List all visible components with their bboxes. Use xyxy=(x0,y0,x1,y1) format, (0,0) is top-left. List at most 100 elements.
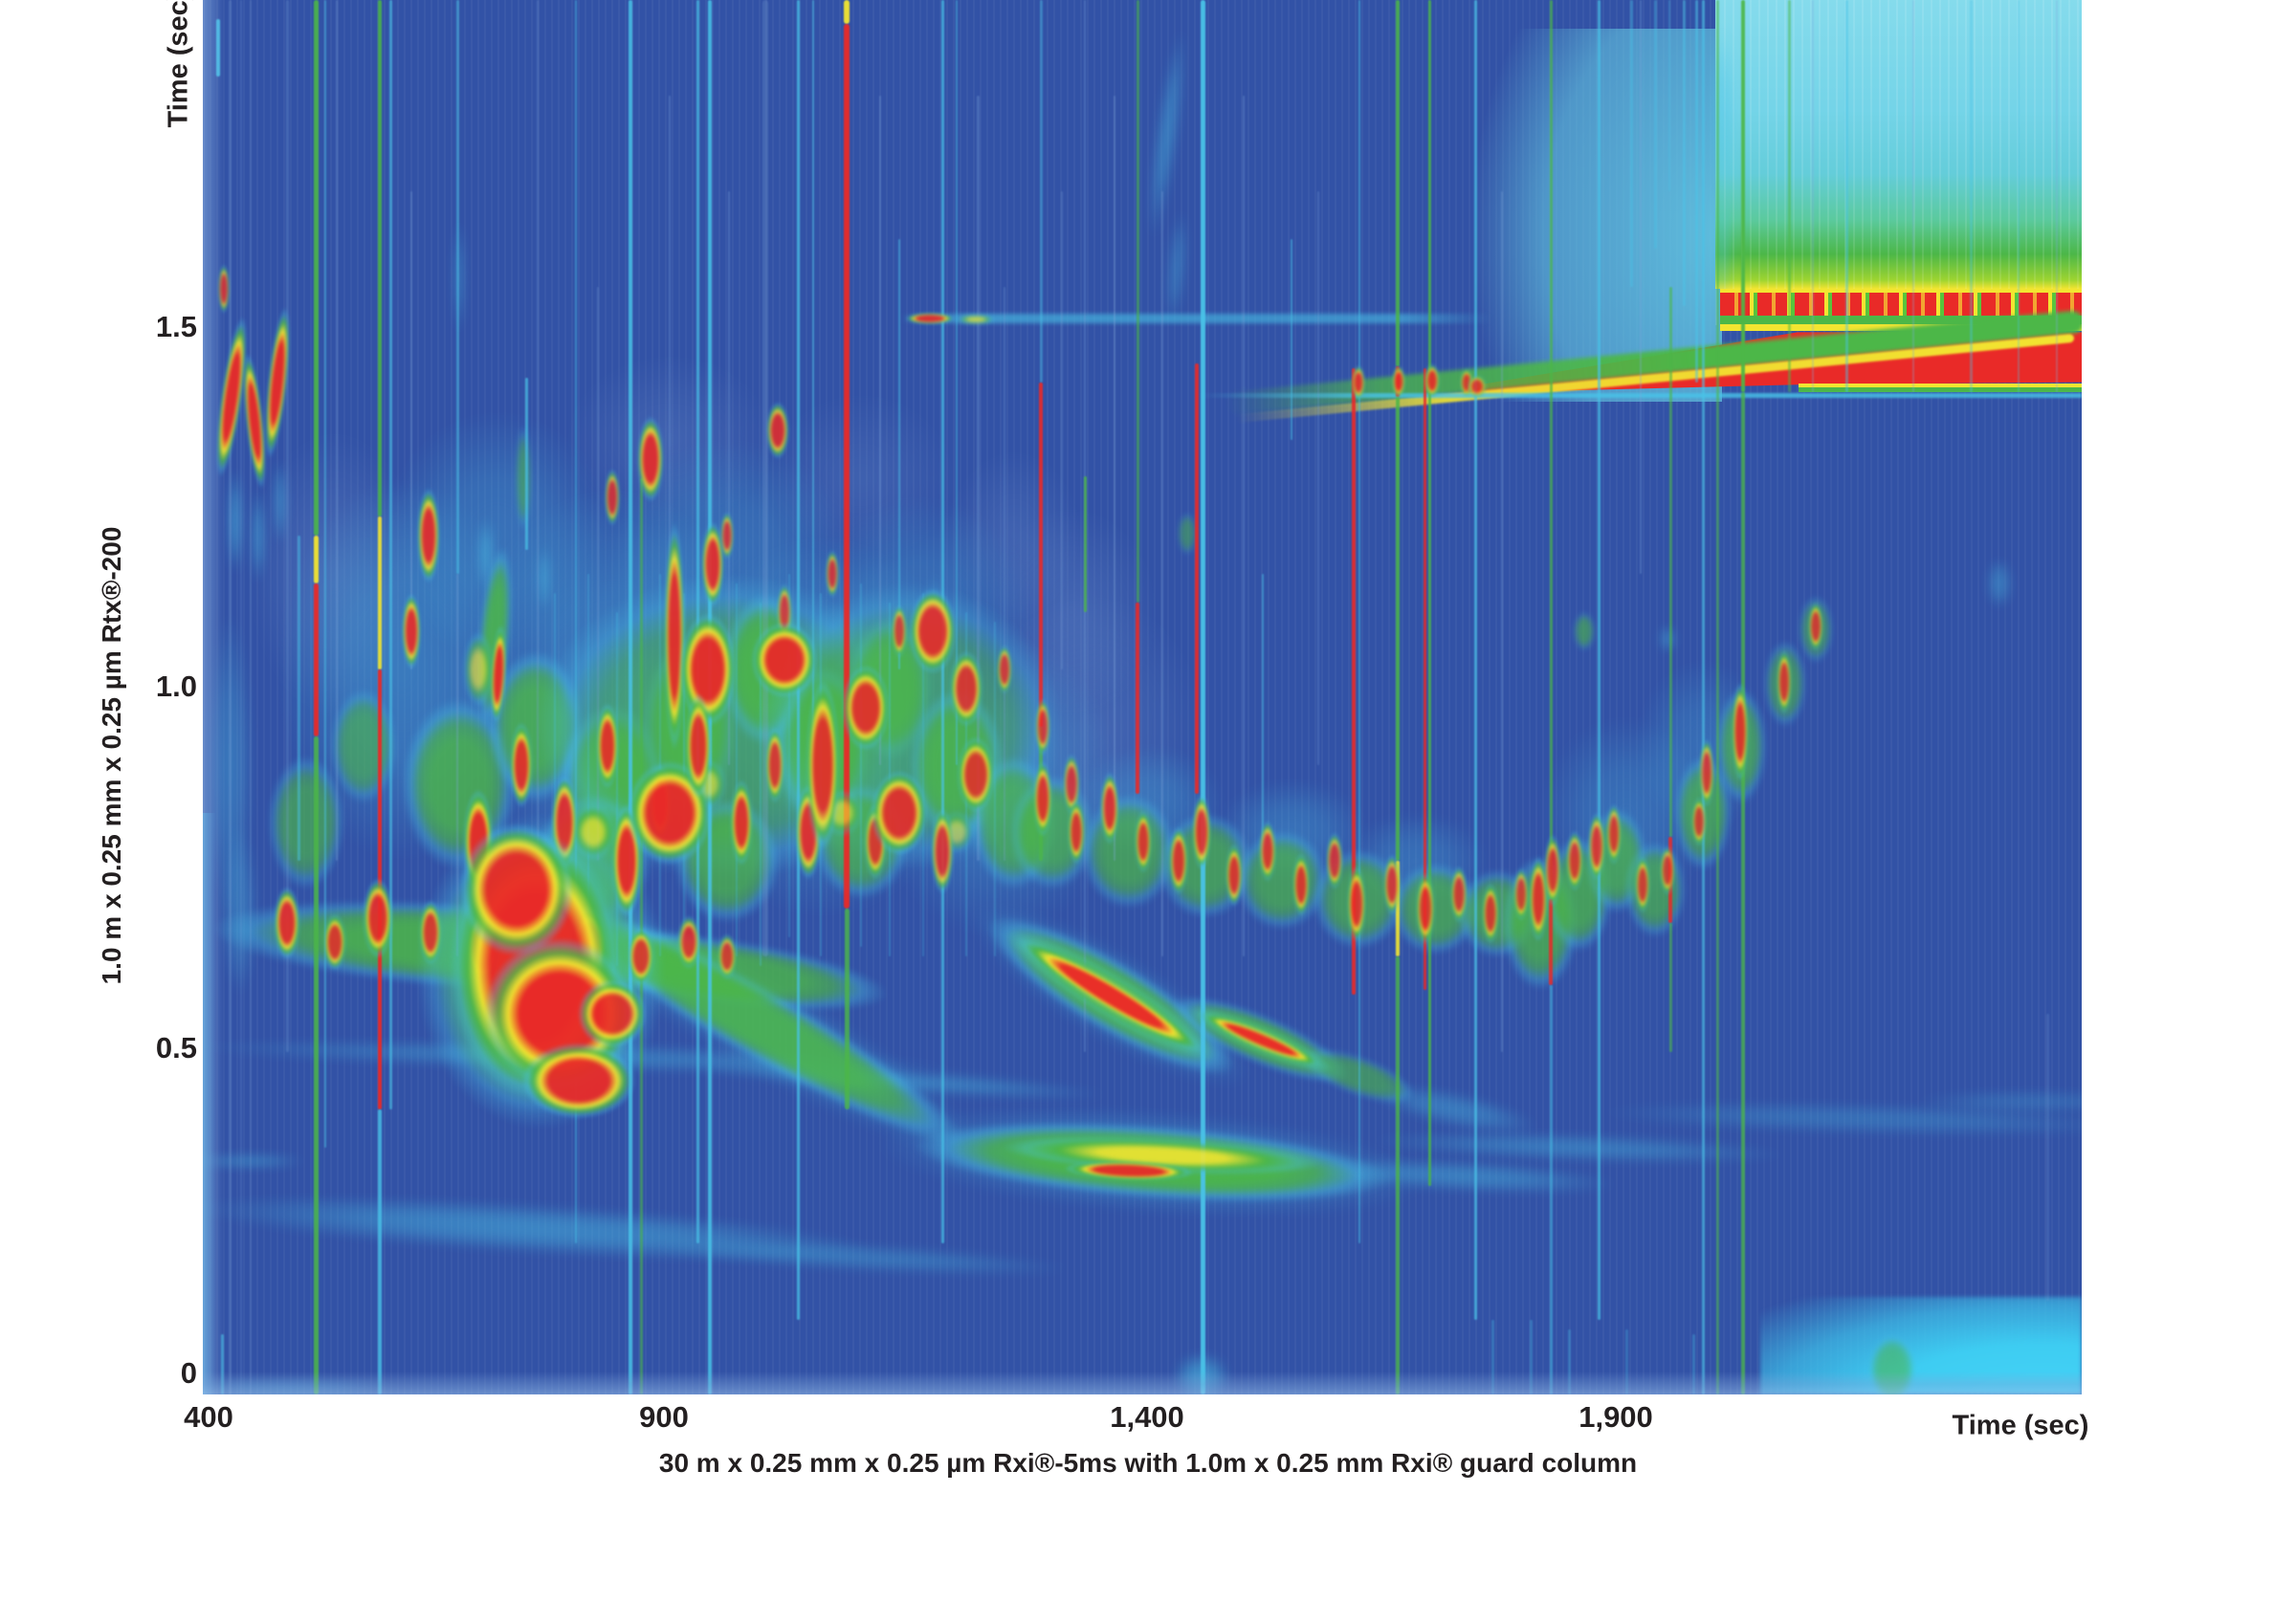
heatmap-blob xyxy=(1178,513,1197,555)
x-tick-label: 1,400 xyxy=(1110,1400,1184,1434)
heatmap-blob xyxy=(677,915,700,969)
heatmap-streak xyxy=(1668,287,1672,837)
heatmap-blob xyxy=(1292,853,1310,916)
heatmap-streak xyxy=(1701,0,1705,1394)
heatmap-blob xyxy=(1068,800,1085,865)
heatmap-streak xyxy=(1473,0,1477,1320)
heatmap-streak xyxy=(1423,368,1426,990)
heatmap-blob xyxy=(1635,856,1650,913)
heatmap-streak xyxy=(879,96,881,765)
heatmap-streak xyxy=(2056,0,2058,392)
heatmap-blob xyxy=(1383,854,1401,915)
heatmap-streak xyxy=(1567,1329,1571,1394)
heatmap-streak xyxy=(1136,603,1139,794)
heatmap-blob xyxy=(949,650,983,727)
heatmap-streak xyxy=(1039,383,1043,727)
y-axis-column-label: 1.0 m x 0.25 mm x 0.25 µm Rtx®-200 xyxy=(97,526,126,985)
heatmap-streak xyxy=(1715,0,1719,1394)
heatmap-blob xyxy=(203,1153,306,1169)
bottom-edge-baseline-strip xyxy=(203,1372,2082,1394)
heatmap-streak xyxy=(1653,0,1657,249)
heatmap-blob xyxy=(1660,845,1675,895)
heatmap-blob xyxy=(1606,803,1622,865)
heatmap-blob xyxy=(330,689,397,803)
heatmap-streak xyxy=(1396,397,1400,861)
heatmap-blob xyxy=(1566,830,1583,891)
heatmap-streak xyxy=(1691,1334,1695,1394)
heatmap-streak xyxy=(1741,0,1745,392)
heatmap-streak xyxy=(1161,191,1163,956)
heatmap-streak xyxy=(1549,899,1553,985)
heatmap-blob xyxy=(1468,375,1487,398)
y-axis-title: Time (sec) xyxy=(163,0,194,128)
y-tick-label: 0.5 xyxy=(155,1031,197,1064)
heatmap-blob xyxy=(1699,738,1714,807)
heatmap-streak xyxy=(250,0,252,1394)
heatmap-blob xyxy=(751,622,818,698)
heatmap-blob xyxy=(459,823,574,956)
heatmap-blob xyxy=(1544,834,1561,907)
cyan-horizontal-wisp xyxy=(899,314,1492,323)
heatmap-streak xyxy=(1396,956,1400,1394)
heatmap-blob xyxy=(806,679,840,851)
heatmap-blob xyxy=(1033,760,1052,837)
heatmap-blob xyxy=(765,727,784,803)
heatmap-streak xyxy=(1136,0,1139,603)
heatmap-blob xyxy=(1424,363,1440,398)
heatmap-streak xyxy=(336,0,338,861)
heatmap-blob xyxy=(1100,772,1119,845)
heatmap-streak xyxy=(1694,0,1698,383)
heatmap-blob xyxy=(1808,602,1823,651)
heatmap-blob xyxy=(564,354,775,526)
heatmap-blob xyxy=(1169,826,1188,895)
heatmap-blob xyxy=(1135,810,1152,873)
heatmap-blob xyxy=(628,928,654,985)
heatmap-blob xyxy=(1513,867,1529,921)
heatmap-blob xyxy=(664,521,685,751)
heatmap-blob xyxy=(1326,832,1343,889)
heatmap-streak xyxy=(1262,574,1264,861)
left-edge-column xyxy=(203,0,224,1394)
heatmap-streak xyxy=(285,0,289,1052)
heatmap-blob xyxy=(842,665,890,751)
heatmap-streak xyxy=(1083,476,1087,612)
heatmap-streak xyxy=(1352,368,1356,995)
heatmap-streak xyxy=(1640,0,1642,574)
heatmap-blob xyxy=(997,645,1012,694)
heatmap-blob xyxy=(1347,866,1366,942)
heatmap-blob xyxy=(909,588,957,674)
heatmap-streak xyxy=(736,583,738,956)
heatmap-streak xyxy=(1358,0,1360,1243)
heatmap-blob xyxy=(1450,866,1468,923)
heatmap-blob xyxy=(720,512,734,560)
heatmap-blob xyxy=(1732,682,1749,781)
heatmap-blob xyxy=(957,736,995,813)
heatmap-streak xyxy=(1114,96,1115,861)
heatmap-streak xyxy=(554,593,556,956)
heatmap-streak xyxy=(455,0,459,574)
x-tick-label: 900 xyxy=(639,1400,689,1434)
heatmap-streak xyxy=(616,612,618,966)
heatmap-streak xyxy=(378,0,382,516)
heatmap-streak xyxy=(1501,191,1503,1052)
heatmap-blob xyxy=(363,878,393,958)
heatmap-blob xyxy=(510,722,533,808)
heatmap-streak xyxy=(760,603,762,966)
heatmap-streak xyxy=(1597,0,1601,1320)
heatmap-streak xyxy=(1004,287,1005,861)
heatmap-blob xyxy=(463,631,494,708)
heatmap-blob xyxy=(1482,883,1499,944)
heatmap-blob xyxy=(453,220,465,335)
heatmap-blob xyxy=(516,426,531,531)
heatmap-blob xyxy=(1352,365,1365,400)
heatmap-plot-area xyxy=(203,0,2082,1394)
heatmap-streak xyxy=(378,516,382,669)
heatmap-blob xyxy=(1236,830,1328,930)
heatmap-streak xyxy=(575,0,577,1243)
heatmap-blob xyxy=(1986,559,2013,608)
heatmap-streak xyxy=(1291,239,1292,440)
heatmap-blob xyxy=(417,488,440,583)
heatmap-streak xyxy=(844,0,850,24)
heatmap-streak xyxy=(1039,0,1043,383)
